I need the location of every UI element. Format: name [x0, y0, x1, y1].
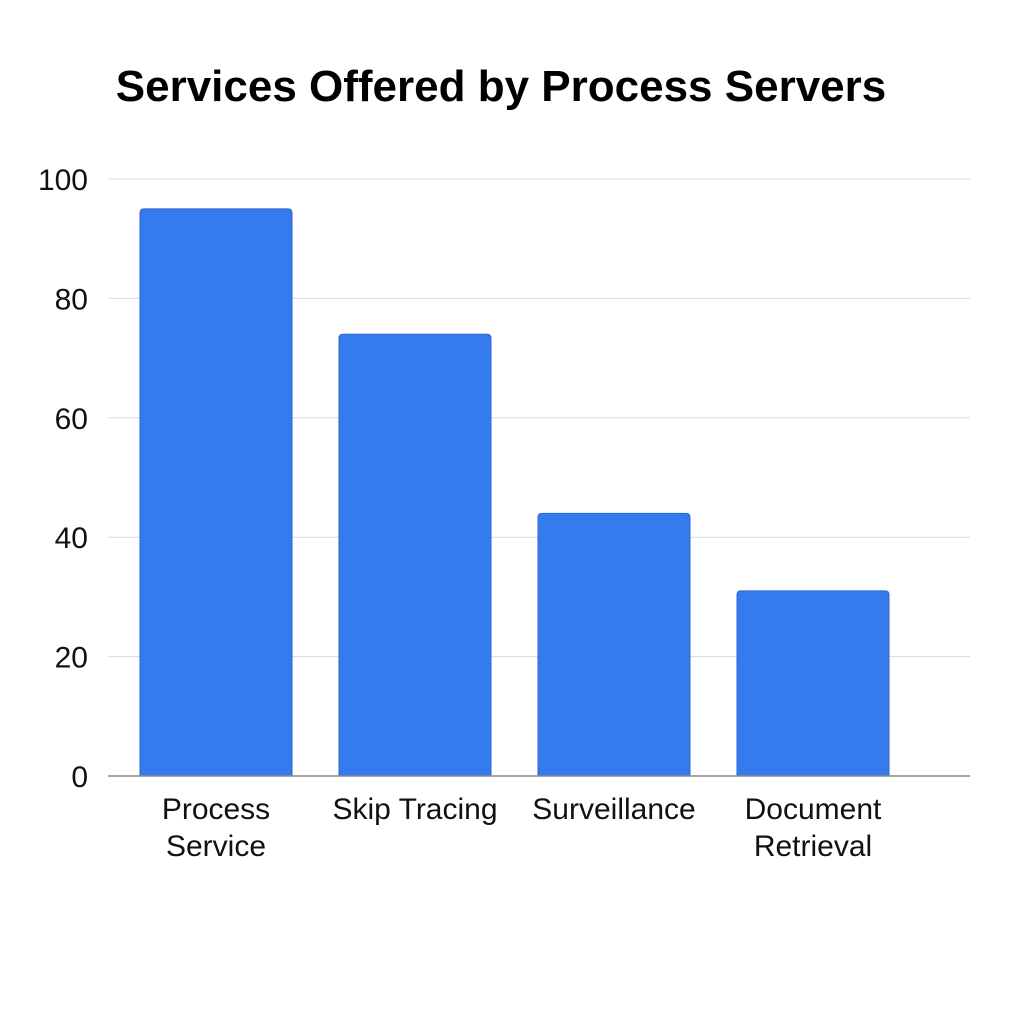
bars: [139, 208, 890, 777]
y-axis-ticks: 0 20 40 60 80 100: [38, 164, 88, 794]
x-tick-label: Skip Tracing: [332, 793, 497, 826]
x-tick-label: Document Retrieval: [745, 793, 882, 863]
x-axis-labels: Process Service Skip Tracing Surveillance Do…: [162, 793, 882, 863]
y-tick-label: 100: [38, 164, 88, 197]
bar: [139, 208, 293, 777]
y-tick-label: 0: [71, 761, 88, 794]
bar: [736, 590, 890, 777]
bar: [537, 512, 691, 777]
y-tick-label: 60: [55, 403, 88, 436]
x-tick-label: Process Service: [162, 793, 270, 863]
chart-title: Services Offered by Process Servers: [115, 62, 887, 111]
y-tick-label: 40: [55, 522, 88, 555]
x-tick-label: Surveillance: [532, 793, 695, 826]
y-tick-label: 80: [55, 283, 88, 316]
bar: [338, 333, 492, 777]
y-tick-label: 20: [55, 642, 88, 675]
